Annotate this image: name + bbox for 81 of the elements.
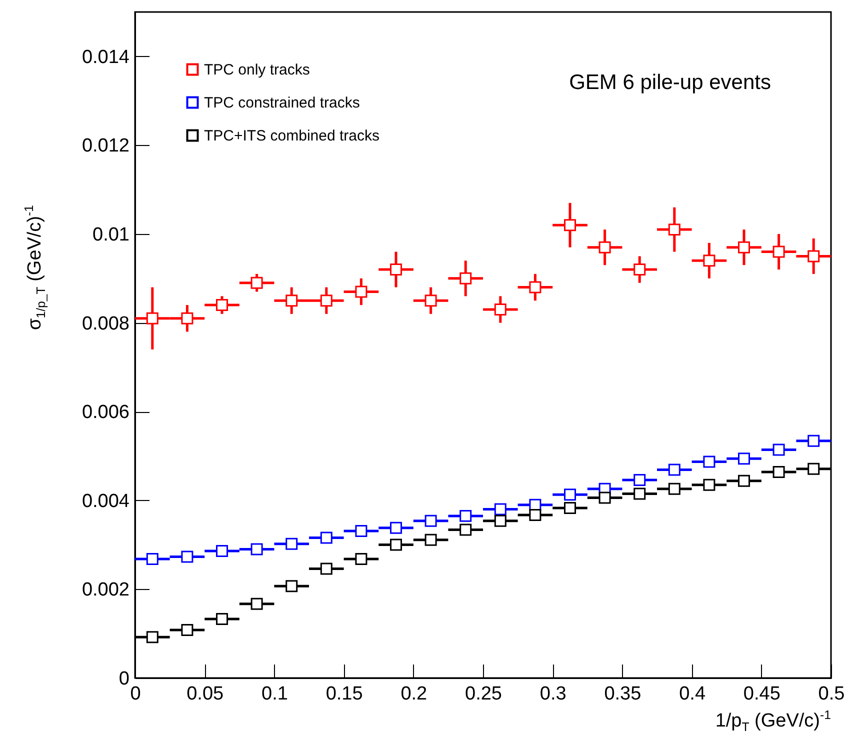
point [460, 510, 472, 522]
point [355, 286, 368, 298]
point [250, 543, 263, 556]
point [738, 452, 750, 465]
legend-label: TPC constrained tracks [204, 94, 360, 112]
point [146, 631, 158, 644]
point [320, 294, 332, 307]
point [355, 553, 368, 565]
y-tick-label: 0.008 [82, 313, 130, 334]
point [529, 509, 542, 522]
point [494, 503, 506, 516]
point [250, 598, 263, 610]
y-tick-label: 0.01 [92, 224, 130, 246]
point [494, 303, 506, 316]
y-tick-label: 0.004 [82, 490, 130, 512]
x-tick-label: 0.05 [186, 684, 224, 704]
point [772, 246, 785, 258]
point [146, 553, 158, 565]
point [216, 299, 228, 312]
x-tick-label: 0.1 [261, 684, 288, 704]
point [390, 522, 402, 534]
point [216, 612, 228, 625]
point [598, 492, 611, 504]
point [390, 538, 402, 551]
point [703, 456, 716, 468]
point [772, 466, 785, 478]
point [668, 224, 680, 236]
point [703, 254, 716, 267]
point [424, 534, 437, 546]
y-tick-label: 0.012 [82, 136, 130, 157]
point [355, 525, 368, 538]
point [320, 532, 332, 544]
point [286, 580, 298, 592]
point [634, 264, 646, 276]
point [808, 250, 820, 262]
point [320, 562, 332, 575]
point [738, 474, 750, 487]
point [668, 482, 680, 495]
point [181, 624, 194, 636]
point [808, 462, 820, 475]
legend-label: TPC only tracks [204, 62, 310, 78]
point [146, 312, 158, 324]
x-tick-label: 0.45 [743, 684, 780, 704]
x-tick-label: 0.4 [679, 684, 706, 704]
x-tick-label: 0.5 [818, 684, 845, 704]
point [772, 444, 785, 456]
x-tick-label: 0.15 [326, 684, 363, 704]
point [634, 474, 646, 486]
annotation: GEM 6 pile-up events [569, 71, 771, 94]
x-tick-label: 0.3 [540, 684, 566, 704]
point [598, 241, 611, 254]
x-tick-label: 0.2 [400, 684, 428, 704]
point [738, 241, 750, 254]
point [564, 488, 576, 501]
x-tick-label: 0.35 [604, 684, 642, 704]
point [181, 312, 194, 324]
point [634, 488, 646, 500]
point [703, 478, 716, 491]
y-tick-label: 0.014 [82, 46, 130, 68]
point [286, 294, 298, 307]
y-tick-label: 0.002 [82, 580, 130, 601]
x-tick-label: 0.25 [465, 684, 502, 704]
point [808, 434, 820, 447]
point [286, 538, 298, 550]
point [460, 524, 472, 536]
point [181, 550, 194, 563]
legend-label: TPC+ITS combined tracks [204, 128, 380, 144]
point [494, 514, 506, 527]
point [250, 276, 263, 289]
point [390, 264, 402, 276]
point [460, 272, 472, 284]
y-tick-label: 0.006 [82, 402, 130, 424]
point [668, 464, 680, 476]
point [564, 219, 576, 232]
point [564, 502, 576, 514]
x-axis-title: 1/p$_{T}$ (GeV/c)$^{-1}$ [715, 708, 831, 734]
point [529, 281, 542, 294]
point [424, 294, 437, 307]
y-tick-label: 0 [118, 668, 130, 690]
point [424, 514, 437, 527]
point [216, 545, 228, 558]
